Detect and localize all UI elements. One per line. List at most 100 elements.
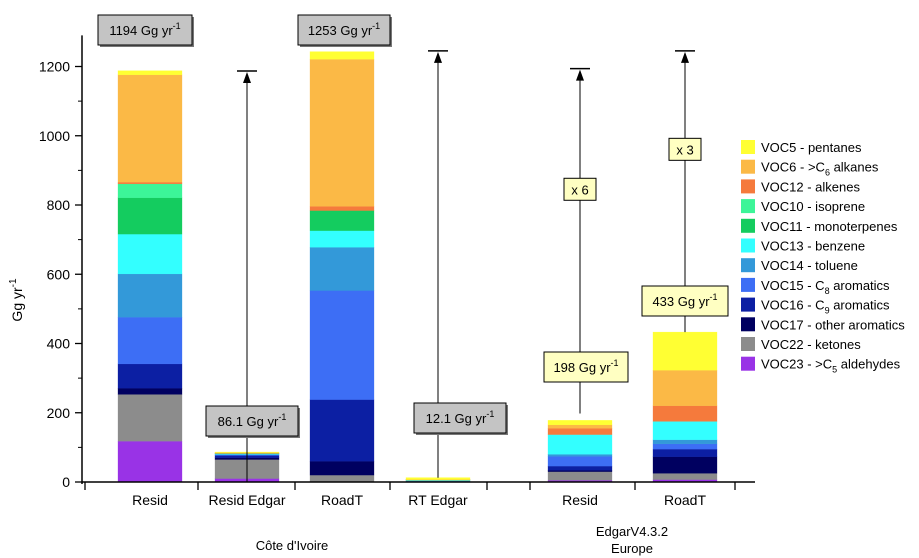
y-axis: 0 200 400 600 800 1000 1200 Gg yr-1 [8,35,83,490]
bar-segment [117,317,183,365]
group-sublabel: Europe [611,541,653,556]
legend-entry: VOC15 - C8 aromatics [761,278,890,296]
total-box [97,14,193,46]
bar-segment [117,181,183,185]
x-tick-label: RoadT [321,492,363,508]
bar-segment [547,465,613,471]
bar-segment [547,420,613,426]
group-label: EdgarV4.3.2 [596,524,668,539]
legend-swatch [741,356,755,371]
bar-segment [117,233,183,275]
arrow-head [576,69,584,81]
arrow-head [681,51,689,63]
bar-segment [117,197,183,235]
bar-segment [652,331,718,371]
bar-segment [652,439,718,445]
multiplier-box [563,177,597,201]
total-label: 198 Gg yr-1 [553,358,618,375]
bar-segment [117,363,183,389]
legend-entry: VOC13 - benzene [761,239,865,254]
legend-swatch [741,238,755,253]
bar-segment [405,477,471,480]
legend-entry: VOC5 - pentanes [761,140,862,155]
x-tick-label: Resid Edgar [208,492,285,508]
multiplier-label: x 6 [571,182,588,197]
bar-segment [309,210,375,231]
bar-segment [652,473,718,480]
bar-segment [547,424,613,429]
total-box [413,402,507,434]
bar-segment [117,440,183,483]
bar-segment [652,456,718,474]
y-tick-label: 600 [47,266,71,282]
y-tick-label: 1200 [39,59,70,75]
total-box [641,285,729,317]
legend-swatch [741,140,755,154]
bar-segment [547,456,613,467]
bar-segment [547,428,613,435]
bar-segment [652,443,718,450]
legend-swatch [741,199,755,214]
legend-entry: VOC22 - ketones [761,337,861,352]
x-axis: Resid Resid Edgar RoadT RT Edgar Resid RoadT C… [82,481,755,556]
bar-segment [547,471,613,481]
bar-segment [309,290,375,400]
y-tick-label: 800 [47,197,71,213]
bar-segment [309,59,375,207]
bar-segment [117,183,183,198]
legend-swatch [741,317,755,332]
total-label: 86.1 Gg yr-1 [218,412,287,429]
legend-entry: VOC17 - other aromatics [761,317,905,332]
bar-segment [309,461,375,476]
bar-segment [309,51,375,60]
legend-entry: VOC12 - alkenes [761,179,860,194]
y-tick-label: 0 [62,474,70,490]
bar-segment [117,273,183,318]
y-tick-label: 1000 [39,128,70,144]
arrow-head [434,51,442,63]
bar-segment [309,399,375,462]
total-box [543,351,629,383]
bars [117,51,718,483]
legend-swatch [741,277,755,292]
legend-entry: VOC16 - C9 aromatics [761,298,890,316]
bar-segment [309,206,375,211]
bar-segment [652,448,718,457]
bar-segment [652,421,718,440]
legend-swatch [741,258,755,273]
bar-segment [117,388,183,395]
bar-segment [117,70,183,75]
arrow-head [243,72,251,84]
x-tick-label: Resid [562,492,598,508]
x-tick-label: RT Edgar [408,492,468,508]
legend-entry: VOC6 - >C6 alkanes [761,160,879,178]
bar-segment [547,454,613,457]
bar-segment [652,370,718,406]
y-tick-label: 200 [47,405,71,421]
total-label: 1194 Gg yr-1 [109,21,180,38]
legend-entry: VOC23 - >C5 aldehydes [761,357,901,375]
group-label: Côte d'Ivoire [256,538,329,553]
legend-entry: VOC10 - isoprene [761,199,865,214]
total-box [297,14,391,46]
bar-segment [117,394,183,442]
legend-swatch [741,179,755,194]
total-label: 12.1 Gg yr-1 [426,409,495,426]
bar-segment [547,470,613,472]
y-axis-label: Gg yr-1 [8,278,25,322]
bar-segment [309,247,375,291]
bar-segment [309,230,375,248]
total-box [205,405,299,437]
annotations: x 6 x 3 1194 Gg yr-1 86.1 Gg yr-1 1253 Gg yr… [97,14,729,482]
legend-swatch [741,159,755,174]
legend-entry: VOC14 - toluene [761,258,858,273]
legend-swatch [741,218,755,233]
bar-segment [309,474,375,483]
multiplier-box [668,137,702,161]
total-label: 433 Gg yr-1 [652,292,717,309]
bar-segment [652,405,718,422]
x-tick-label: Resid [132,492,168,508]
total-label: 1253 Gg yr-1 [308,21,380,38]
